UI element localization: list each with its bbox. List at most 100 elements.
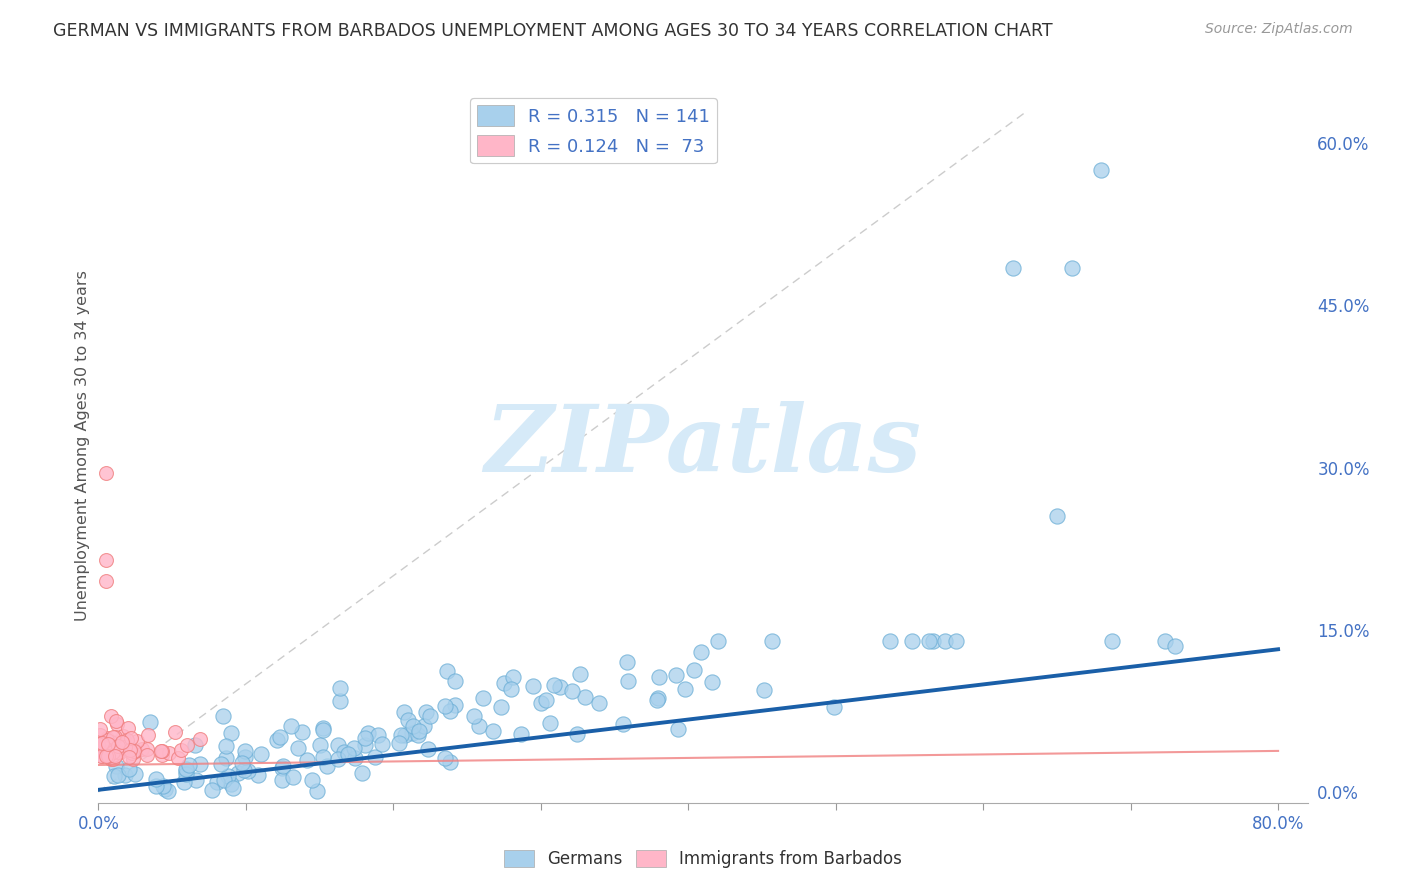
Point xyxy=(232,764,254,778)
Point xyxy=(283,771,305,785)
Point xyxy=(145,779,167,793)
Point xyxy=(101,731,124,745)
Point xyxy=(111,729,134,743)
Point xyxy=(468,719,491,733)
Point xyxy=(502,670,524,684)
Point xyxy=(97,737,120,751)
Point xyxy=(138,728,160,742)
Point xyxy=(922,633,945,648)
Point xyxy=(177,757,200,772)
Point xyxy=(666,722,689,736)
Point xyxy=(100,709,122,723)
Point xyxy=(565,727,588,741)
Point xyxy=(97,748,120,763)
Point xyxy=(96,747,118,761)
Point xyxy=(105,758,128,772)
Point xyxy=(823,700,845,714)
Point xyxy=(392,705,415,719)
Point xyxy=(1060,260,1083,275)
Legend: Germans, Immigrants from Barbados: Germans, Immigrants from Barbados xyxy=(498,843,908,875)
Point xyxy=(104,745,127,759)
Point xyxy=(184,772,207,787)
Point xyxy=(329,693,352,707)
Point xyxy=(91,749,114,764)
Point xyxy=(150,744,173,758)
Point xyxy=(301,772,323,787)
Point xyxy=(100,748,122,763)
Point xyxy=(333,745,356,759)
Point xyxy=(215,739,238,753)
Point xyxy=(124,744,146,758)
Point xyxy=(238,764,260,778)
Point xyxy=(103,742,125,756)
Point xyxy=(100,751,122,765)
Point xyxy=(574,690,596,704)
Point xyxy=(118,749,141,764)
Point xyxy=(222,781,245,796)
Point xyxy=(117,741,139,756)
Point xyxy=(328,751,350,765)
Point xyxy=(439,755,461,769)
Y-axis label: Unemployment Among Ages 30 to 34 years: Unemployment Among Ages 30 to 34 years xyxy=(75,270,90,622)
Point xyxy=(538,715,561,730)
Point xyxy=(270,773,292,788)
Point xyxy=(934,633,956,648)
Point xyxy=(96,733,118,747)
Point xyxy=(247,768,270,782)
Point xyxy=(174,762,197,776)
Point xyxy=(706,633,728,648)
Point xyxy=(94,736,117,750)
Point xyxy=(184,738,207,752)
Point xyxy=(173,775,195,789)
Point xyxy=(120,731,142,745)
Point xyxy=(103,769,125,783)
Point xyxy=(174,764,197,779)
Point xyxy=(312,721,335,735)
Point xyxy=(93,739,115,754)
Point xyxy=(491,700,513,714)
Point xyxy=(121,752,143,766)
Point xyxy=(139,714,162,729)
Point xyxy=(308,738,330,752)
Point xyxy=(415,705,437,719)
Point xyxy=(357,726,380,740)
Point xyxy=(761,633,783,648)
Point xyxy=(269,730,291,744)
Point xyxy=(522,679,544,693)
Point xyxy=(1164,639,1187,653)
Point xyxy=(93,739,115,754)
Point xyxy=(402,719,425,733)
Point xyxy=(354,731,377,745)
Point xyxy=(316,759,339,773)
Point xyxy=(616,673,638,688)
Point xyxy=(472,690,495,705)
Point xyxy=(104,730,127,744)
Point xyxy=(329,681,352,695)
Point xyxy=(101,745,124,759)
Point xyxy=(548,680,571,694)
Point xyxy=(150,744,173,758)
Point xyxy=(700,674,723,689)
Point xyxy=(87,737,110,751)
Point xyxy=(127,734,149,748)
Point xyxy=(110,741,132,756)
Point xyxy=(1046,509,1069,524)
Point xyxy=(481,723,503,738)
Point xyxy=(648,670,671,684)
Point xyxy=(569,666,592,681)
Point xyxy=(673,681,696,696)
Point xyxy=(131,742,153,756)
Point xyxy=(350,766,373,780)
Point xyxy=(94,552,117,566)
Point xyxy=(156,783,179,797)
Point xyxy=(170,743,193,757)
Point xyxy=(434,699,457,714)
Point xyxy=(135,741,157,756)
Point xyxy=(665,667,688,681)
Point xyxy=(122,744,145,758)
Point xyxy=(530,696,553,710)
Point xyxy=(543,678,565,692)
Point xyxy=(336,747,359,762)
Point xyxy=(444,698,467,712)
Point xyxy=(105,717,128,731)
